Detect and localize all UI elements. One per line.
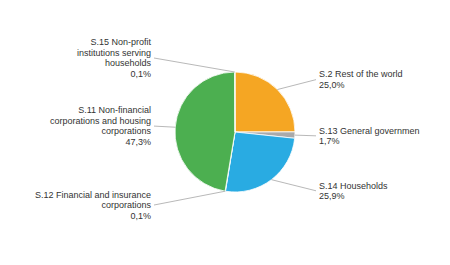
svg-text:S.14 Households25,9%: S.14 Households25,9% bbox=[319, 181, 388, 202]
svg-text:S.2 Rest of the world25,0%: S.2 Rest of the world25,0% bbox=[319, 69, 403, 90]
svg-text:S.15 Non-profitinstitutions se: S.15 Non-profitinstitutions servinghouse… bbox=[77, 37, 152, 79]
svg-text:S.12 Financial and insuranceco: S.12 Financial and insurancecorporations… bbox=[35, 190, 152, 221]
svg-text:S.11 Non-financialcorporations: S.11 Non-financialcorporations and housi… bbox=[50, 105, 152, 146]
svg-text:S.13 General governmen1,7%: S.13 General governmen1,7% bbox=[319, 126, 420, 147]
